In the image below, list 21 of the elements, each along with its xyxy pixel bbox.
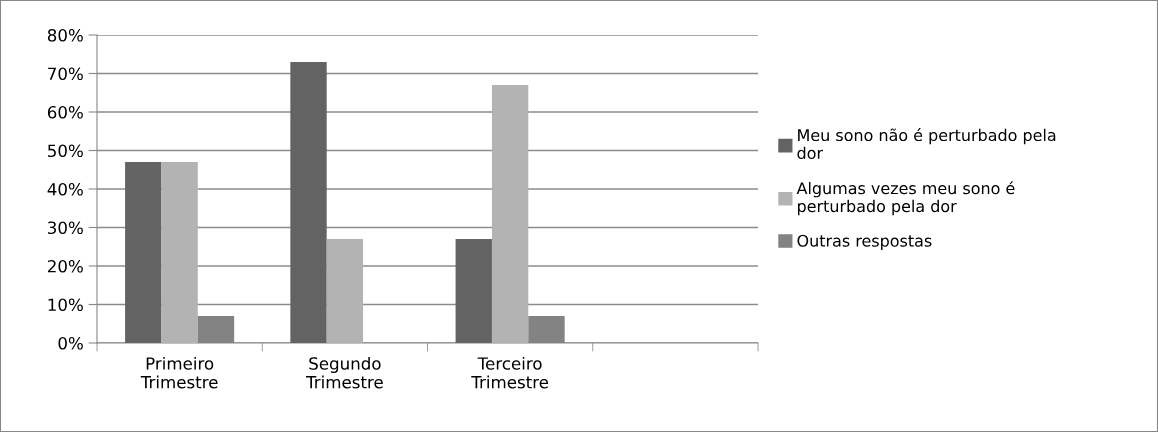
y-tick-label: 40%: [47, 182, 83, 196]
y-tick-label: 0%: [58, 336, 83, 350]
y-tick-label: 30%: [48, 221, 83, 235]
x-tick-label: Primeiro Trimestre: [140, 356, 218, 389]
bar: [290, 61, 327, 343]
bar: [491, 85, 529, 343]
bar: [125, 162, 162, 343]
x-tick-label: Segundo Trimestre: [306, 356, 383, 389]
bar: [161, 162, 198, 343]
bar: [326, 239, 364, 343]
legend-label: Outras respostas: [797, 234, 932, 250]
x-tick-label: Terceiro Trimestre: [471, 356, 549, 389]
legend-label: Meu sono não é perturbado pela dor: [797, 128, 1056, 160]
legend-label: Algumas vezes meu sono é perturbado pela dor: [796, 181, 1015, 216]
y-tick-label: 50%: [48, 144, 83, 158]
y-tick-label: 80%: [47, 28, 83, 42]
y-tick-label: 20%: [47, 259, 83, 273]
bar: [455, 239, 492, 343]
y-tick-label: 10%: [48, 298, 83, 312]
y-tick-label: 60%: [47, 105, 83, 119]
y-tick-label: 70%: [48, 67, 83, 81]
